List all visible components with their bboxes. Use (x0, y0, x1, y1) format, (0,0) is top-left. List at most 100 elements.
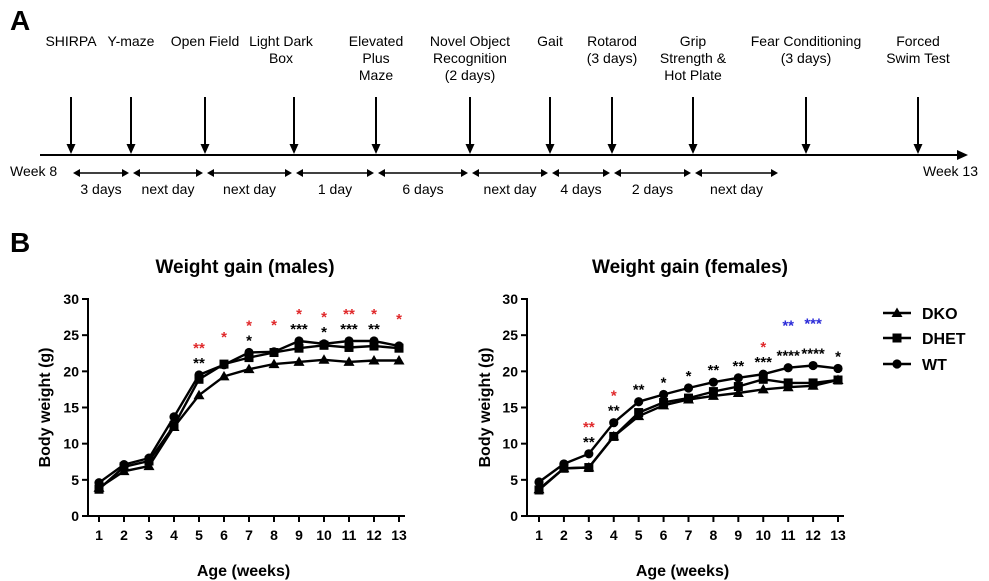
data-point-circle (169, 412, 178, 421)
legend: DKODHETWT (883, 306, 966, 374)
event-label: Light Dark Box (249, 33, 314, 66)
event-arrow-head (689, 144, 698, 154)
interval-arrowhead-left (378, 169, 385, 177)
interval-arrowhead-right (367, 169, 374, 177)
significance-red: * (221, 329, 227, 346)
data-point-square (634, 408, 643, 417)
event-arrow-head (466, 144, 475, 154)
event-label: Gait (537, 33, 563, 49)
x-tick-label: 12 (366, 527, 382, 543)
significance-black: ** (608, 403, 620, 420)
interval-arrowhead-left (133, 169, 140, 177)
y-tick-label: 25 (502, 327, 518, 343)
event-label: Elevated Plus Maze (349, 33, 403, 83)
x-tick-label: 11 (342, 527, 357, 543)
significance-black: * (835, 348, 841, 365)
significance-black: ** (732, 358, 744, 375)
data-point-circle (119, 460, 128, 469)
y-tick-label: 25 (63, 327, 79, 343)
significance-black: * (321, 324, 327, 341)
data-point-circle (394, 341, 403, 350)
interval-arrowhead-right (684, 169, 691, 177)
event-arrow-head (802, 144, 811, 154)
chart-title: Weight gain (males) (155, 257, 334, 278)
timeline-start-label: Week 8 (10, 163, 57, 179)
data-point-square (684, 394, 693, 403)
x-tick-label: 9 (295, 527, 303, 543)
data-point-square (784, 378, 793, 387)
significance-black: * (246, 333, 252, 350)
event-label-line: Y-maze (108, 33, 155, 49)
event-label-line: Hot Plate (664, 67, 722, 83)
event-label-line: Forced (896, 33, 940, 49)
y-tick-label: 20 (502, 363, 518, 379)
significance-red: * (296, 306, 302, 323)
panel-a-label: A (10, 5, 30, 36)
panel-a-timeline: A Week 8 Week 13 SHIRPA Y-maze Open Field Ligh… (10, 5, 978, 258)
timeline-end-label: Week 13 (923, 163, 978, 179)
interval-label: next day (710, 181, 763, 197)
event-label: SHIRPA (45, 33, 97, 49)
significance-black: *** (290, 321, 308, 338)
event-label-line: Plus (362, 50, 389, 66)
legend-label: DHET (922, 331, 966, 348)
interval-label: 1 day (318, 181, 352, 197)
data-point-circle (559, 459, 568, 468)
data-point-square (170, 421, 179, 430)
event-label-line: Strength & (660, 50, 727, 66)
data-point-square (734, 382, 743, 391)
y-tick-label: 30 (502, 291, 518, 307)
data-point-square (609, 432, 618, 441)
event-arrow-head (201, 144, 210, 154)
significance-black: ** (583, 434, 595, 451)
x-tick-label: 2 (120, 527, 128, 543)
x-tick-label: 5 (635, 527, 643, 543)
significance-red: * (396, 311, 402, 328)
data-point-square (893, 334, 902, 343)
event-label: Rotarod (3 days) (587, 33, 638, 66)
significance-red: * (271, 317, 277, 334)
series-line-dko (99, 360, 399, 488)
interval-arrowhead-right (541, 169, 548, 177)
x-tick-label: 1 (535, 527, 543, 543)
x-tick-label: 1 (95, 527, 103, 543)
significance-red: ** (583, 419, 595, 436)
x-tick-label: 3 (585, 527, 593, 543)
x-tick-label: 8 (710, 527, 718, 543)
significance-red: * (371, 306, 377, 323)
event-label: Fear Conditioning (3 days) (751, 33, 862, 66)
significance-red: ** (193, 340, 205, 357)
significance-red: * (246, 318, 252, 335)
significance-black: *** (340, 321, 358, 338)
interval-label: 4 days (560, 181, 601, 197)
interval-arrowhead-right (771, 169, 778, 177)
x-tick-label: 5 (195, 527, 203, 543)
interval-arrowhead-left (552, 169, 559, 177)
data-point-circle (219, 360, 228, 369)
y-tick-label: 0 (71, 508, 79, 524)
data-point-circle (534, 477, 543, 486)
data-point-circle (94, 478, 103, 487)
event-label-line: Elevated (349, 33, 403, 49)
x-tick-label: 13 (391, 527, 407, 543)
interval-arrowhead-left (296, 169, 303, 177)
x-tick-label: 4 (170, 527, 178, 543)
significance-red: * (760, 339, 766, 356)
event-label: Open Field (171, 33, 239, 49)
event-arrow-head (608, 144, 617, 154)
data-point-circle (144, 454, 153, 463)
significance-black: **** (776, 348, 800, 365)
significance-black: *** (754, 354, 772, 371)
significance-red: * (611, 388, 617, 405)
significance-black: ** (633, 382, 645, 399)
data-point-circle (269, 347, 278, 356)
x-tick-label: 4 (610, 527, 618, 543)
interval-arrowhead-right (122, 169, 129, 177)
event-arrow-head (914, 144, 923, 154)
event-label: Forced Swim Test (886, 33, 950, 66)
significance-black: **** (801, 346, 825, 363)
significance-blue: ** (782, 318, 794, 335)
y-axis-label: Body weight (g) (37, 348, 54, 468)
y-tick-label: 10 (502, 436, 518, 452)
